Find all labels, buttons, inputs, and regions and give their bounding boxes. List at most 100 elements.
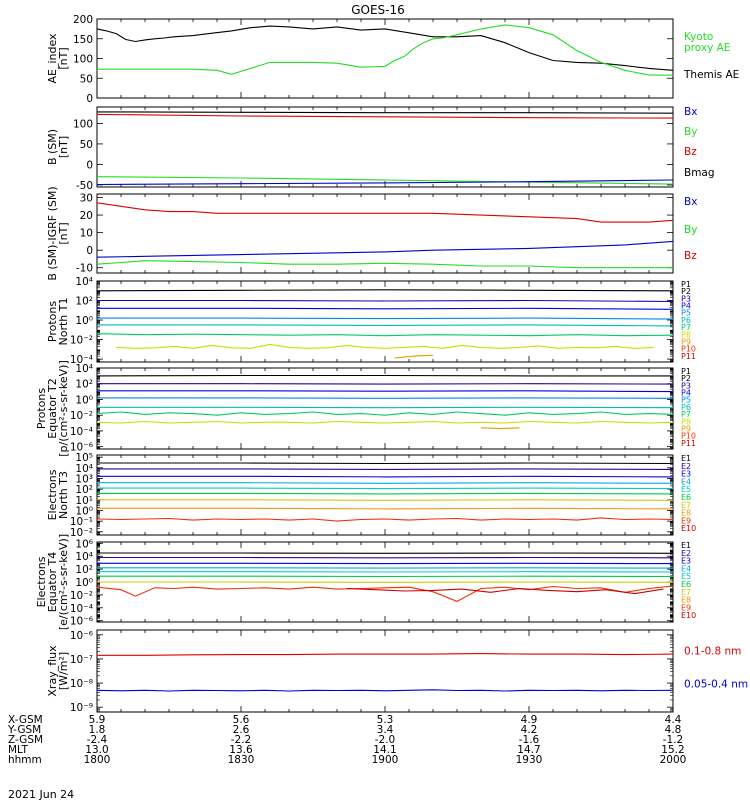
series-by bbox=[97, 260, 673, 269]
x-row-value: 14.1 bbox=[373, 744, 396, 756]
y-tick-label: 10⁻⁶ bbox=[70, 630, 93, 642]
y-tick-label: 10⁻⁶ bbox=[70, 616, 93, 628]
y-tick-label: 50 bbox=[80, 73, 93, 85]
legend-entry-line: By bbox=[684, 224, 697, 236]
legend-e5: E5 bbox=[681, 572, 691, 581]
x-row-value: 4.4 bbox=[665, 714, 682, 726]
legend-entry: Bmag bbox=[684, 167, 715, 179]
x-row-value: -2.4 bbox=[87, 734, 108, 746]
x-row-value: 4.2 bbox=[521, 724, 538, 736]
legend-entry: 0.05-0.4 nm bbox=[684, 678, 748, 690]
legend-e7: E7 bbox=[681, 588, 691, 597]
legend-e10: E10 bbox=[681, 611, 696, 620]
y-tick-label: 10³ bbox=[75, 473, 93, 485]
series-p6 bbox=[97, 324, 673, 327]
y-axis-label: ElectronsNorth T3 bbox=[46, 469, 70, 520]
y-axis-label-line: Equator T4 bbox=[46, 552, 59, 612]
series-e3 bbox=[97, 475, 673, 478]
y-axis-label-line: Protons bbox=[35, 388, 48, 429]
legend-e2: E2 bbox=[681, 549, 691, 558]
y-tick-label: 10⁻² bbox=[70, 335, 93, 347]
x-row-value: 4.8 bbox=[665, 724, 682, 736]
y-tick-label: 10⁻² bbox=[70, 410, 93, 422]
x-row-value: -1.2 bbox=[663, 734, 684, 746]
x-row-value: -2.2 bbox=[231, 734, 252, 746]
y-tick-label: 10⁻⁴ bbox=[70, 426, 93, 438]
legend-p11: P11 bbox=[681, 352, 696, 361]
series-e1 bbox=[97, 462, 673, 465]
legend-e6: E6 bbox=[681, 493, 691, 502]
y-tick-label: 10⁰ bbox=[75, 505, 93, 517]
series-p4 bbox=[97, 390, 673, 393]
legend-p9: P9 bbox=[681, 337, 691, 346]
x-row-value: 2000 bbox=[660, 754, 687, 766]
y-axis-label-line: [nT] bbox=[57, 47, 70, 69]
series-kyoto-proxy-ae bbox=[97, 24, 673, 76]
series-p8 bbox=[116, 343, 654, 349]
y-tick-label: 10⁵ bbox=[75, 452, 93, 464]
series-by bbox=[97, 176, 673, 185]
legend-e3: E3 bbox=[681, 470, 691, 479]
series-e5 bbox=[97, 487, 673, 490]
panel-frame bbox=[96, 280, 674, 363]
panel-frame bbox=[96, 367, 674, 450]
x-row-value: 1930 bbox=[516, 754, 543, 766]
legend-entry: 0.1-0.8 nm bbox=[684, 646, 741, 658]
y-tick-label: 200 bbox=[73, 14, 93, 26]
series-e9 bbox=[97, 585, 673, 603]
x-row-value: 2.6 bbox=[233, 724, 250, 736]
y-axis-label: ProtonsEquator T2[p/(cm²-s-sr-keV)] bbox=[35, 360, 70, 457]
legend-p1: P1 bbox=[681, 280, 691, 289]
y-tick-label: 10⁻⁷ bbox=[70, 654, 93, 666]
x-row-value: 1830 bbox=[228, 754, 255, 766]
legend-e7: E7 bbox=[681, 501, 691, 510]
x-row-value: 13.6 bbox=[229, 744, 253, 756]
figure-title: GOES-16 bbox=[351, 3, 405, 17]
legend-e4: E4 bbox=[681, 564, 691, 573]
x-row-value: 5.6 bbox=[233, 714, 250, 726]
legend-entry: Themis AE bbox=[683, 69, 739, 81]
series-p5 bbox=[97, 317, 673, 320]
y-tick-label: 10⁴ bbox=[75, 463, 93, 475]
y-axis-label-line: AE_index bbox=[46, 33, 59, 84]
y-tick-label: 10⁰ bbox=[75, 394, 93, 406]
panel-frame bbox=[96, 18, 674, 99]
series-0-05-0-4-nm bbox=[97, 689, 673, 692]
y-tick-label: 10⁻⁴ bbox=[70, 354, 93, 366]
legend-entry: Bz bbox=[684, 250, 697, 262]
y-tick-label: 10⁻⁸ bbox=[70, 678, 93, 690]
legend-p11: P11 bbox=[681, 439, 696, 448]
legend-entry: By bbox=[684, 224, 697, 236]
series-p9 bbox=[480, 427, 520, 430]
x-row-value: 1.8 bbox=[89, 724, 106, 736]
series-0-1-0-8-nm bbox=[97, 653, 673, 656]
y-axis-label-line: Electrons bbox=[35, 556, 48, 607]
y-tick-label: 10⁶ bbox=[75, 538, 93, 550]
y-tick-label: -50 bbox=[76, 180, 93, 192]
legend-p5: P5 bbox=[681, 396, 691, 405]
legend-p7: P7 bbox=[681, 410, 691, 419]
y-tick-label: 100 bbox=[73, 118, 93, 130]
legend-p1: P1 bbox=[681, 367, 691, 376]
legend-p3: P3 bbox=[681, 294, 691, 303]
legend-e9: E9 bbox=[681, 603, 691, 612]
series-e9 bbox=[97, 517, 673, 522]
legend-p8: P8 bbox=[681, 417, 691, 426]
legend-entry-line: By bbox=[684, 126, 697, 138]
legend-p2: P2 bbox=[681, 374, 691, 383]
legend-e1: E1 bbox=[681, 541, 691, 550]
y-tick-label: 10⁻⁶ bbox=[70, 442, 93, 454]
x-row-label: Z-GSM bbox=[8, 734, 43, 746]
legend-entry-line: Bz bbox=[684, 146, 697, 158]
x-row-value: 4.9 bbox=[521, 714, 538, 726]
legend-entry-line: Bx bbox=[684, 196, 697, 208]
panel-ee: 10⁶10⁴10²10⁰10⁻²10⁻⁴10⁻⁶ElectronsEquator… bbox=[35, 534, 696, 630]
y-axis-label-line: B (SM) bbox=[46, 129, 59, 165]
x-row-value: 5.3 bbox=[377, 714, 394, 726]
series-themis-ae bbox=[97, 25, 673, 71]
y-tick-label: 10⁻² bbox=[70, 590, 93, 602]
legend-p8: P8 bbox=[681, 330, 691, 339]
series-e6 bbox=[97, 492, 673, 495]
